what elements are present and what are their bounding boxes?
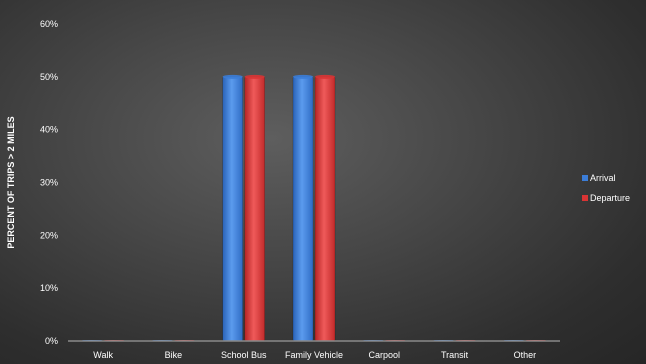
legend: Arrival Departure — [582, 173, 630, 203]
y-axis-label: PERCENT OF TRIPS > 2 MILES — [6, 116, 16, 248]
y-tick-label: 40% — [40, 125, 58, 135]
bar-cap — [315, 74, 335, 79]
y-tick-label: 50% — [40, 72, 58, 82]
bar-cap — [222, 74, 243, 79]
legend-label-arrival: Arrival — [590, 173, 616, 183]
bar-arrival-school-bus — [222, 76, 243, 342]
bar-departure-school-bus — [244, 76, 265, 342]
y-tick-label: 20% — [40, 230, 58, 240]
y-tick-label: 30% — [40, 178, 58, 188]
bar-cap — [244, 74, 265, 79]
x-tick-label: Transit — [441, 350, 469, 360]
legend-swatch-departure — [582, 195, 588, 201]
bar-departure-family-vehicle — [314, 76, 336, 342]
x-axis-ticks: Walk Bike School Bus Family Vehicle Carpool T… — [93, 350, 536, 360]
x-tick-label: Carpool — [369, 350, 401, 360]
x-tick-label: Walk — [93, 350, 113, 360]
x-tick-label: School Bus — [221, 350, 267, 360]
y-tick-label: 10% — [40, 283, 58, 293]
y-axis-ticks: 0% 10% 20% 30% 40% 50% 60% — [40, 19, 58, 346]
bar-arrival-family-vehicle — [292, 76, 314, 342]
x-tick-label: Family Vehicle — [285, 350, 343, 360]
bars-group — [82, 74, 546, 342]
x-tick-label: Other — [514, 350, 537, 360]
y-tick-label: 0% — [45, 336, 58, 346]
y-tick-label: 60% — [40, 19, 58, 29]
legend-label-departure: Departure — [590, 193, 630, 203]
x-tick-label: Bike — [165, 350, 183, 360]
bar-cap — [293, 74, 313, 79]
legend-swatch-arrival — [582, 175, 588, 181]
